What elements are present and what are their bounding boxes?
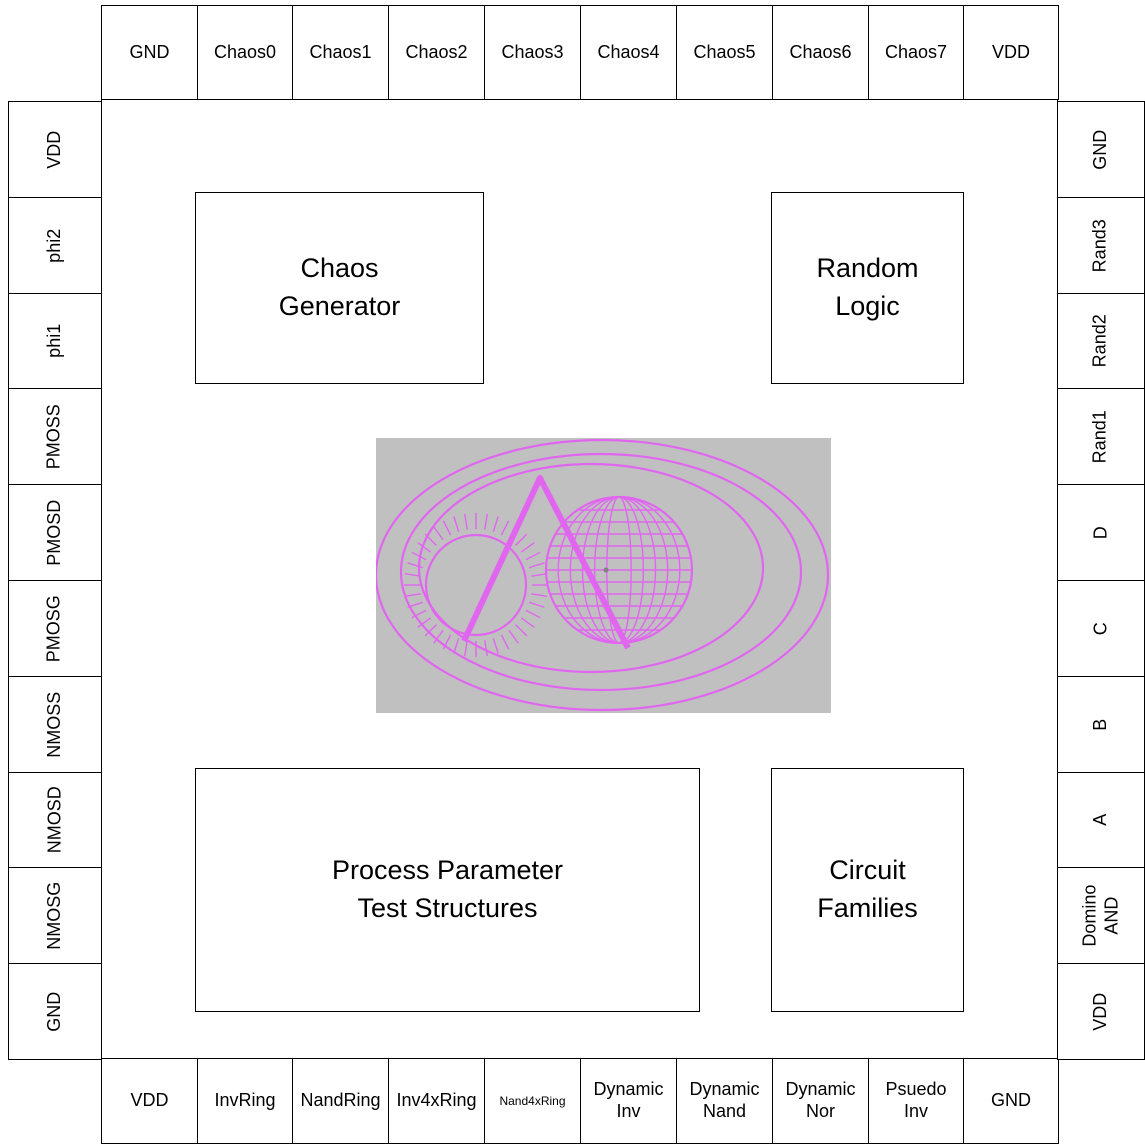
right-pad: Rand1 [1057,388,1145,485]
top-pad: Chaos6 [772,5,869,100]
left-pad: GND [8,963,102,1060]
left-pad: VDD [8,101,102,198]
left-pad: PMOSG [8,580,102,677]
left-pad: phi2 [8,197,102,294]
top-pad: Chaos2 [388,5,485,100]
right-pad: Rand2 [1057,293,1145,389]
top-pad: Chaos0 [197,5,293,100]
right-pad: B [1057,676,1145,773]
process-parameter-block: Process Parameter Test Structures [195,768,700,1012]
right-pad: A [1057,772,1145,868]
top-pad: Chaos3 [484,5,581,100]
bottom-pad: InvRing [197,1058,293,1144]
bottom-pad: Dynamic Inv [580,1058,677,1144]
top-pad: Chaos5 [676,5,773,100]
bottom-pad: Nand4xRing [484,1058,581,1144]
circuit-families-block: Circuit Families [771,768,964,1012]
random-logic-block: Random Logic [771,192,964,384]
left-pad: PMOSD [8,484,102,581]
left-pad: NMOSS [8,676,102,773]
right-pad: Rand3 [1057,197,1145,294]
top-pad: VDD [963,5,1059,100]
right-pad: GND [1057,101,1145,198]
bottom-pad: Psuedo Inv [868,1058,964,1144]
chaos-generator-block: Chaos Generator [195,192,484,384]
bottom-pad: VDD [101,1058,198,1144]
top-pad: Chaos7 [868,5,964,100]
bottom-pad: GND [963,1058,1059,1144]
top-pad: GND [101,5,198,100]
right-pad: C [1057,580,1145,677]
right-pad: D [1057,484,1145,581]
bottom-pad: NandRing [292,1058,389,1144]
left-pad: phi1 [8,293,102,389]
bottom-pad: Dynamic Nor [772,1058,869,1144]
left-pad: NMOSG [8,867,102,964]
top-pad: Chaos4 [580,5,677,100]
sun-globe-orbit-logo-icon [374,438,830,712]
left-pad: NMOSD [8,772,102,868]
right-pad: VDD [1057,963,1145,1060]
right-pad: Domino AND [1057,867,1145,964]
top-pad: Chaos1 [292,5,389,100]
left-pad: PMOSS [8,388,102,485]
bottom-pad: Inv4xRing [388,1058,485,1144]
logo-image [374,438,831,713]
bottom-pad: Dynamic Nand [676,1058,773,1144]
